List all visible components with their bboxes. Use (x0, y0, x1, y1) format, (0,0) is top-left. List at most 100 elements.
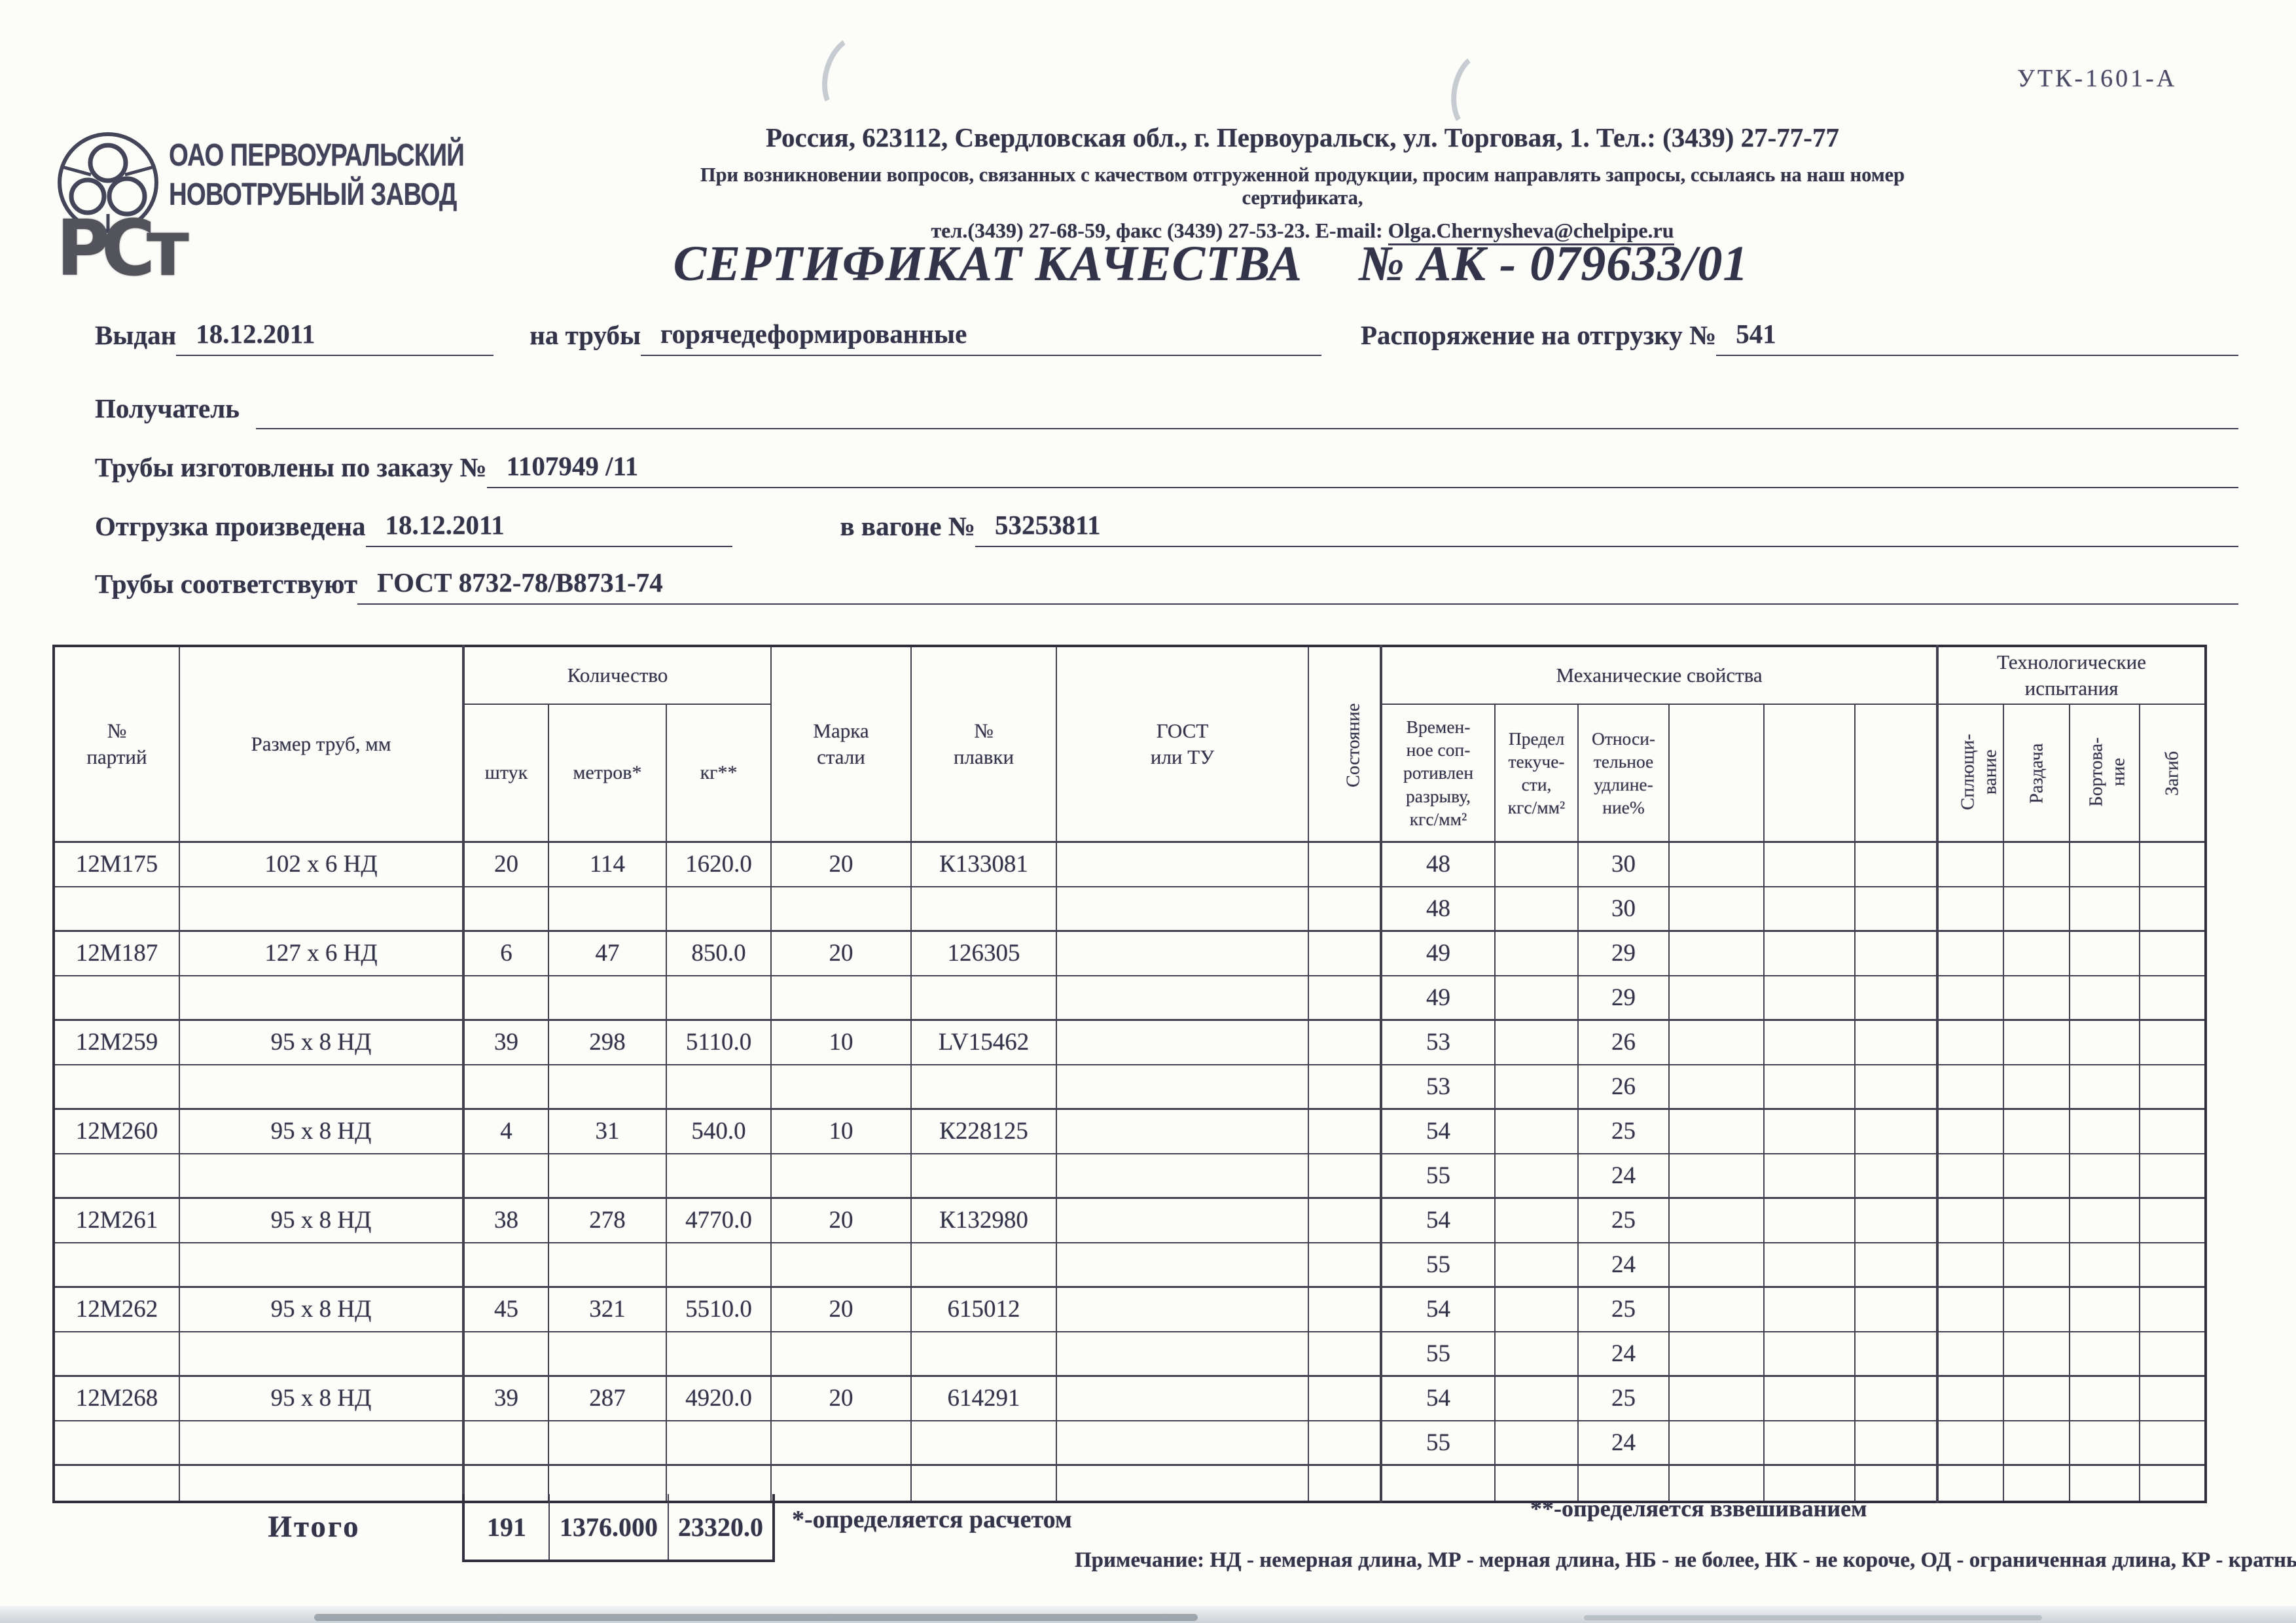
table-cell: 95 х 8 НД (179, 1375, 464, 1421)
table-cell: 6 (462, 930, 549, 976)
table-cell (179, 885, 464, 932)
table-cell: 53 (1380, 1019, 1496, 1065)
table-cell (1308, 1419, 1382, 1466)
table-cell (1308, 1152, 1382, 1199)
table-cell (1056, 885, 1310, 932)
table-cell: 615012 (910, 1286, 1058, 1332)
col-header-empty (1668, 704, 1765, 843)
table-cell: 48 (1380, 841, 1496, 887)
table-cell (1854, 1063, 1939, 1110)
table-cell (1763, 1019, 1856, 1065)
table-row (53, 1464, 2207, 1503)
table-row: 53 26 (53, 1063, 2207, 1110)
footnote-star: *-определяется расчетом (792, 1506, 1072, 1533)
state-label: Состояние (1343, 703, 1364, 788)
table-cell (53, 1464, 180, 1503)
table-cell: 54 (1380, 1108, 1496, 1154)
table-cell (2139, 1375, 2207, 1421)
scan-edge (0, 1606, 2296, 1623)
table-cell: 26 (1577, 1063, 1670, 1110)
table-cell (1936, 1286, 2005, 1332)
table-cell: К228125 (910, 1108, 1058, 1154)
table-row: 12М262 95 х 8 НД 45 321 5510.0 20 615012 54 25 (53, 1286, 2207, 1332)
table-cell (1936, 1108, 2005, 1154)
table-cell (1668, 1241, 1765, 1288)
col-header-size: Размер труб, мм (179, 645, 464, 843)
table-cell (1056, 1464, 1310, 1503)
table-cell (910, 1419, 1058, 1466)
table-cell (2003, 1197, 2071, 1243)
table-cell (1577, 1464, 1670, 1503)
table-cell: 55 (1380, 1241, 1496, 1288)
scan-smudge (1584, 1615, 2042, 1620)
table-cell (1380, 1464, 1496, 1503)
table-cell (2139, 1063, 2207, 1110)
certificate-table-body: 12М175 102 х 6 НД 20 114 1620.0 20 К133081 48 30… (53, 841, 2207, 1503)
issued-label: Выдан (95, 320, 177, 350)
total-kg: 23320.0 (678, 1512, 763, 1542)
conform-label: Трубы соответствуют (95, 569, 358, 599)
table-cell (2069, 1108, 2141, 1154)
table-cell (53, 885, 180, 932)
table-cell: 30 (1577, 841, 1670, 887)
table-cell (2069, 1152, 2141, 1199)
table-cell (1308, 974, 1382, 1021)
expansion-label: Раздача (2026, 743, 2047, 804)
table-cell: 30 (1577, 885, 1670, 932)
field-row-receiver: Получатель (95, 393, 2238, 429)
table-cell (179, 1152, 464, 1199)
company-name: ОАО ПЕРВОУРАЛЬСКИЙ НОВОТРУБНЫЙ ЗАВОД (169, 138, 465, 212)
table-cell (2003, 1286, 2071, 1332)
document-title: СЕРТИФИКАТ КАЧЕСТВА № АК - 079633/01 (589, 236, 1833, 293)
table-cell (1936, 930, 2005, 976)
field-row-shipped: Отгрузка произведена 18.12.2011 в вагоне… (95, 509, 2238, 547)
table-cell: 55 (1380, 1152, 1496, 1199)
table-cell (1494, 1330, 1579, 1377)
table-cell (1936, 1419, 2005, 1466)
table-cell (1936, 1464, 2005, 1503)
table-cell (2139, 841, 2207, 887)
table-cell: 54 (1380, 1286, 1496, 1332)
table-cell (2069, 1197, 2141, 1243)
table-cell (2003, 1375, 2071, 1421)
table-cell: 20 (462, 841, 549, 887)
bend-label: Загиб (2162, 751, 2183, 796)
table-cell: 5510.0 (665, 1286, 772, 1332)
table-cell (1056, 1197, 1310, 1243)
table-cell: 278 (548, 1197, 667, 1243)
table-cell: 298 (548, 1019, 667, 1065)
made-by-order-label: Трубы изготовлены по заказу № (95, 452, 487, 482)
table-row: 55 24 (53, 1419, 2207, 1466)
table-cell (2069, 841, 2141, 887)
table-cell (548, 1152, 667, 1199)
wagon-value: 53253811 (975, 509, 2238, 547)
table-cell (53, 974, 180, 1021)
table-cell (1308, 1108, 1382, 1154)
col-header-heat-number: № плавки (910, 645, 1058, 843)
table-cell (1854, 1286, 1939, 1332)
table-cell (1308, 1464, 1382, 1503)
table-cell (462, 1464, 549, 1503)
table-cell (1854, 1330, 1939, 1377)
table-cell (462, 1419, 549, 1466)
table-cell: 25 (1577, 1108, 1670, 1154)
table-cell: 20 (770, 1286, 912, 1332)
table-cell (1056, 1019, 1310, 1065)
table-cell (1308, 1330, 1382, 1377)
table-cell (1668, 930, 1765, 976)
col-header-pieces: штук (462, 704, 549, 843)
table-cell (1056, 1419, 1310, 1466)
table-cell (2069, 1419, 2141, 1466)
table-row: 12М268 95 х 8 НД 39 287 4920.0 20 614291 54 25 (53, 1375, 2207, 1421)
table-cell (2139, 1019, 2207, 1065)
table-cell (1668, 1197, 1765, 1243)
table-cell (1763, 1419, 1856, 1466)
field-row-conform: Трубы соответствуют ГОСТ 8732-78/В8731-7… (95, 567, 2238, 605)
table-cell (665, 974, 772, 1021)
table-cell (2069, 885, 2141, 932)
company-logo: ОАО ПЕРВОУРАЛЬСКИЙ НОВОТРУБНЫЙ ЗАВОД (54, 128, 538, 240)
table-cell: 4920.0 (665, 1375, 772, 1421)
table-cell (2003, 1152, 2071, 1199)
table-cell: 24 (1577, 1152, 1670, 1199)
pipe-bundle-logo-icon (54, 128, 162, 240)
